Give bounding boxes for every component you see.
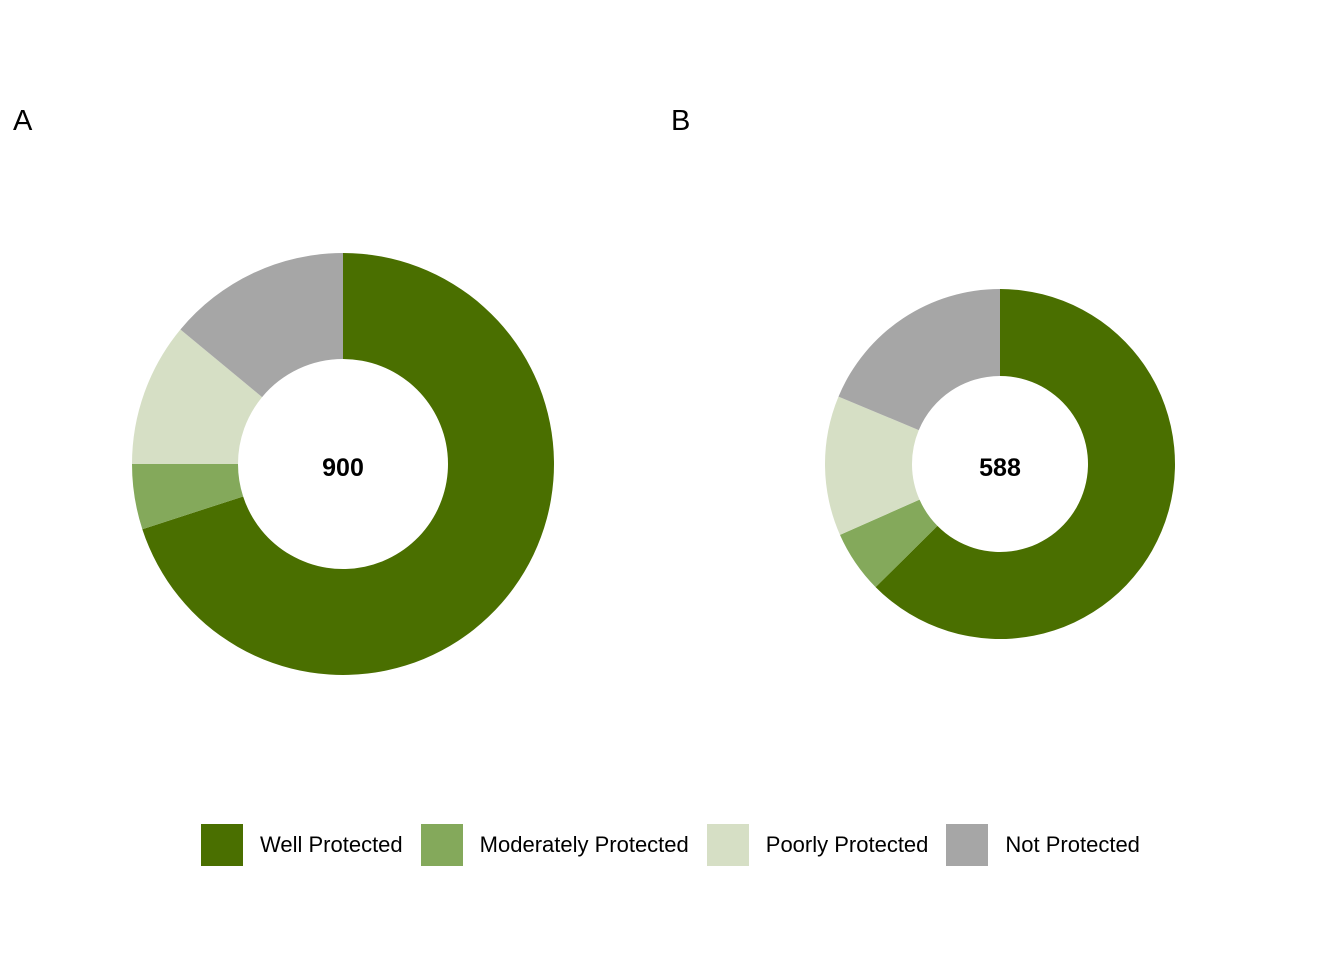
donut-b-slice-not-protected [838,289,1000,431]
donut-a-slice-moderately-protected [132,464,244,530]
legend: Well Protected Moderately Protected Poor… [201,824,1158,866]
panel-label-a: A [13,105,33,137]
legend-item-not-protected: Not Protected [946,824,1140,866]
legend-item-poorly-protected: Poorly Protected [706,824,929,866]
legend-item-moderately-protected: Moderately Protected [420,824,689,866]
donut-b-slices [825,289,1175,639]
legend-item-well-protected: Well Protected [201,824,403,866]
legend-key-moderately-protected [420,824,463,866]
legend-label-moderately-protected: Moderately Protected [479,832,689,857]
panel-label-b: B [671,105,690,137]
donut-b-center-total: 588 [979,454,1021,482]
legend-label-poorly-protected: Poorly Protected [765,832,929,857]
donut-b-slice-well-protected [875,289,1175,639]
legend-label-not-protected: Not Protected [1005,832,1140,857]
donut-panel-b: B 588 [671,105,1175,639]
donut-a-center-total: 900 [322,454,364,482]
donut-a-slice-well-protected [142,253,554,675]
donut-a-slice-not-protected [180,253,343,398]
donut-a-slice-poorly-protected [132,329,263,464]
legend-key-well-protected [201,824,243,866]
donut-a-slices [132,253,554,675]
legend-label-well-protected: Well Protected [260,832,403,857]
donut-b-slice-poorly-protected [825,396,920,535]
donut-b-slice-moderately-protected [839,499,938,588]
legend-key-poorly-protected [706,824,749,866]
donut-panel-a: A 900 [13,105,554,675]
legend-key-not-protected [946,824,989,866]
